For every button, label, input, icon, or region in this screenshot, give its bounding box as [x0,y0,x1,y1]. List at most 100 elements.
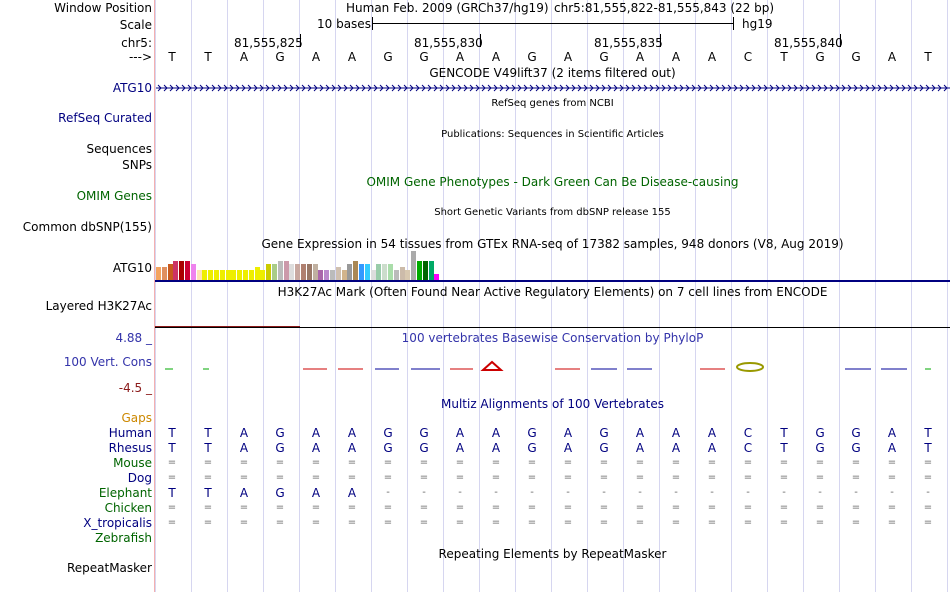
gtex-tissue-bar[interactable] [214,270,219,280]
gtex-tissue-bar[interactable] [422,261,428,280]
h3k27ac-track-title: H3K27Ac Mark (Often Found Near Active Re… [277,285,828,299]
gtex-tissue-bar[interactable] [353,261,359,280]
alignment-base: = [563,472,573,483]
gtex-tissue-bar[interactable] [167,264,173,280]
gtex-tissue-bar[interactable] [156,267,161,280]
gtex-tissue-bar[interactable] [405,270,411,280]
gtex-tissue-bar[interactable] [283,261,289,280]
gencode-track-label[interactable]: ATG10 [112,81,152,95]
publications-sequences-label[interactable]: Sequences [86,142,152,156]
gtex-tissue-bar[interactable] [196,270,202,280]
refseq-track-title: RefSeq genes from NCBI [491,98,614,109]
gtex-tissue-bar[interactable] [434,274,440,280]
gtex-tissue-bar[interactable] [295,264,301,280]
gtex-track-title: Gene Expression in 54 tissues from GTEx … [261,237,844,251]
gtex-tissue-bar[interactable] [277,261,283,280]
strand-label: ---> [128,50,152,64]
sequence-base: G [851,50,861,64]
species-label[interactable]: Rhesus [108,441,152,455]
scale-bar-left-end [372,17,373,30]
gtex-tissue-bar[interactable] [428,261,434,280]
gtex-tissue-bar[interactable] [417,261,422,280]
gtex-tissue-bar[interactable] [370,270,376,280]
gtex-tissue-bar[interactable] [388,264,393,280]
gtex-tissue-bar[interactable] [161,267,167,280]
gencode-gene-feature[interactable] [156,82,950,94]
gtex-tissue-bar[interactable] [173,261,179,280]
alignment-base: - [926,487,930,498]
alignment-base: G [419,441,429,455]
gtex-tissue-bar[interactable] [243,270,248,280]
alignment-base: = [239,457,249,468]
coord-label: 81,555,840 [774,36,843,50]
gtex-tissue-bar[interactable] [231,270,237,280]
gtex-tissue-bar[interactable] [301,264,306,280]
repeatmasker-track-title: Repeating Elements by RepeatMasker [438,547,667,561]
gtex-tissue-bar[interactable] [382,264,388,280]
alignment-base: = [563,517,573,528]
gtex-tissue-bar[interactable] [219,270,225,280]
gtex-tissue-bar[interactable] [335,267,341,280]
dbsnp-track-label[interactable]: Common dbSNP(155) [22,220,152,234]
omim-track-label[interactable]: OMIM Genes [76,189,152,203]
alignment-base: T [780,441,788,455]
species-label[interactable]: Dog [127,471,152,485]
alignment-base: A [311,486,321,500]
species-label[interactable]: Elephant [98,486,152,500]
gtex-tissue-bar[interactable] [364,264,370,280]
gtex-tissue-bar[interactable] [237,270,243,280]
h3k27ac-track-label[interactable]: Layered H3K27Ac [45,299,152,313]
sequence-base: T [924,50,932,64]
gtex-tissue-bar[interactable] [393,270,399,280]
cons-track-label[interactable]: 100 Vert. Cons [63,355,152,369]
species-label[interactable]: X_tropicalis [83,516,152,530]
gtex-tissue-bar[interactable] [312,264,318,280]
species-label[interactable]: Mouse [113,456,152,470]
gtex-tissue-bar[interactable] [359,264,364,280]
gtex-tissue-bar[interactable] [208,270,214,280]
gtex-tissue-bar[interactable] [347,264,353,280]
assembly-title: Human Feb. 2009 (GRCh37/hg19) [346,1,549,15]
gtex-tissue-bar[interactable] [266,264,272,280]
gtex-tissue-bar[interactable] [248,270,254,280]
gtex-tissue-bar[interactable] [185,261,190,280]
gtex-tissue-bar[interactable] [190,264,196,280]
gtex-tissue-bar[interactable] [225,270,231,280]
alignment-base: A [455,426,465,440]
publications-snps-label[interactable]: SNPs [122,158,152,172]
alignment-base: = [527,457,537,468]
gtex-track-label[interactable]: ATG10 [112,261,152,275]
alignment-base: G [275,426,285,440]
gtex-tissue-bar[interactable] [330,270,335,280]
cons-max-label: 4.88 _ [115,331,152,345]
gtex-tissue-bar[interactable] [341,270,347,280]
repeatmasker-track-label[interactable]: RepeatMasker [66,561,152,575]
gtex-tissue-bar[interactable] [399,267,405,280]
alignment-base: = [743,457,753,468]
species-label[interactable]: Chicken [104,501,152,515]
gtex-tissue-bar[interactable] [411,251,417,280]
gtex-tissue-bar[interactable] [260,270,266,280]
alignment-base: = [923,457,933,468]
refseq-track-label[interactable]: RefSeq Curated [58,111,152,125]
alignment-base: = [635,457,645,468]
species-label[interactable]: Human [108,426,152,440]
gaps-label[interactable]: Gaps [121,411,152,425]
alignment-base: = [851,502,861,513]
species-label[interactable]: Zebrafish [95,531,152,545]
sequence-base: G [383,50,393,64]
gtex-tissue-bar[interactable] [179,261,185,280]
gtex-tissue-bar[interactable] [289,264,295,280]
track-label-divider [154,0,155,592]
gtex-tissue-bar[interactable] [324,270,330,280]
alignment-base: G [527,441,537,455]
gtex-tissue-bar[interactable] [202,270,208,280]
gtex-tissue-bar[interactable] [376,264,382,280]
gtex-tissue-bar[interactable] [318,270,324,280]
gtex-tissue-bar[interactable] [272,264,277,280]
gtex-tissue-bar[interactable] [306,264,312,280]
gtex-tissue-bar[interactable] [254,267,260,280]
alignment-base: = [887,517,897,528]
chrom-label: chr5: [121,36,152,50]
